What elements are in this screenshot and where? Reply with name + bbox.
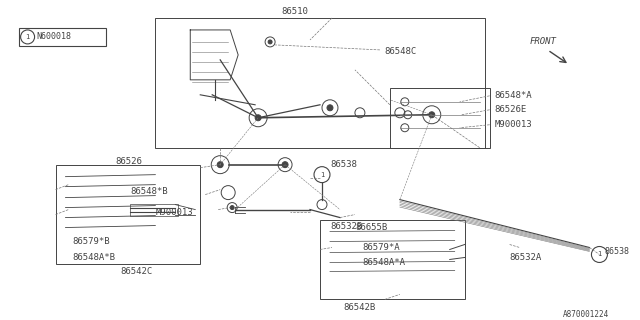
Text: 86526E: 86526E	[495, 105, 527, 114]
Bar	[56, 165, 200, 264]
Bar	[390, 88, 490, 148]
Text: 1: 1	[597, 252, 602, 258]
Text: 86548*A: 86548*A	[495, 91, 532, 100]
Circle shape	[217, 162, 223, 168]
Text: 86548*B: 86548*B	[131, 187, 168, 196]
Circle shape	[268, 40, 272, 44]
Bar	[19, 28, 106, 46]
Bar	[156, 18, 484, 148]
Text: A870001224: A870001224	[563, 310, 609, 319]
Text: 86548C: 86548C	[385, 47, 417, 56]
Circle shape	[230, 205, 234, 210]
Text: 86579*A: 86579*A	[362, 243, 399, 252]
Text: 86542C: 86542C	[120, 267, 153, 276]
Circle shape	[327, 105, 333, 111]
Text: N600018: N600018	[36, 32, 72, 41]
Circle shape	[255, 115, 261, 121]
Text: 86548A*A: 86548A*A	[362, 258, 405, 267]
Text: 86526: 86526	[115, 157, 142, 166]
Circle shape	[282, 162, 288, 168]
Circle shape	[429, 112, 435, 118]
Text: 86538: 86538	[330, 160, 357, 169]
Text: 86655B: 86655B	[355, 223, 387, 232]
Text: 86579*B: 86579*B	[72, 237, 110, 246]
Text: 86538: 86538	[604, 247, 629, 256]
Text: 1: 1	[320, 172, 324, 178]
Text: M900013: M900013	[156, 208, 193, 217]
Text: 86542B: 86542B	[344, 303, 376, 312]
Text: 1: 1	[26, 34, 29, 40]
Text: M900013: M900013	[495, 120, 532, 129]
Text: 86532A: 86532A	[509, 253, 542, 262]
Bar	[320, 220, 465, 300]
Text: 86532B: 86532B	[330, 222, 362, 231]
Text: 86548A*B: 86548A*B	[72, 253, 115, 262]
Text: 86510: 86510	[282, 7, 308, 16]
Bar	[131, 204, 179, 216]
Text: FRONT: FRONT	[529, 37, 556, 46]
